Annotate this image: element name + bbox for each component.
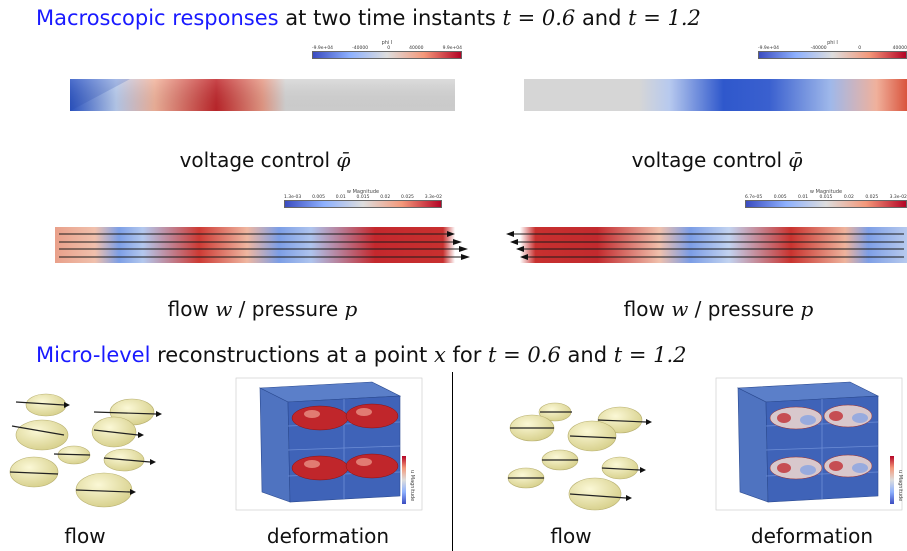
tick-label: 0.005 [312, 195, 325, 200]
flow-right-colorbar: w Magnitude 6.7e-05 0.005 0.01 0.015 0.0… [745, 189, 907, 208]
caption-text: flow [623, 297, 672, 321]
macro-heading-highlight: Macroscopic responses [36, 6, 279, 30]
flow-right-colorbar-ticks: 6.7e-05 0.005 0.01 0.015 0.02 0.025 3.3e… [745, 195, 907, 200]
micro-right-flow-svg [507, 402, 652, 511]
micro-left-deformation-caption: deformation [266, 524, 390, 548]
flow-right-caption: flow w / pressure p [596, 297, 841, 321]
tick-label: -40000 [352, 46, 369, 51]
micro-right-deformation-caption: deformation [750, 524, 874, 548]
flow-left-field-svg [55, 227, 470, 263]
voltage-right-field-svg [524, 79, 907, 111]
macro-heading-t2: t = 1.2 [628, 6, 701, 30]
flow-right-colorbar-gradient [745, 200, 907, 208]
micro-heading-highlight: Micro-level [36, 343, 151, 367]
tick-label: 0 [858, 46, 862, 51]
tick-label: -40000 [810, 46, 827, 51]
micro-right-deform-colorbar: u Magnitude [886, 456, 906, 504]
micro-heading-and: and [560, 343, 614, 367]
caption-symbol: φ̄ [788, 148, 803, 172]
micro-left-deform-colorbar-title: u Magnitude [409, 470, 415, 502]
tick-label: 0.01 [798, 195, 809, 200]
micro-left-deform-colorbar-gradient [402, 456, 406, 504]
micro-right-flow-caption: flow [550, 524, 592, 548]
caption-text: flow [167, 297, 216, 321]
tick-label: -9.9e+04 [758, 46, 780, 51]
tick-label: 0.02 [380, 195, 391, 200]
caption-text: / pressure [232, 297, 345, 321]
tick-label: 9.9e+04 [442, 46, 462, 51]
flow-left-colorbar-ticks: 1.3e-03 0.005 0.01 0.015 0.02 0.025 3.3e… [284, 195, 442, 200]
flow-left-caption: flow w / pressure p [140, 297, 385, 321]
micro-right-deformation-svg [715, 377, 903, 511]
caption-symbol: φ̄ [336, 148, 351, 172]
flow-left-field [55, 227, 470, 263]
tick-label: 0.02 [843, 195, 854, 200]
tick-label: 0.015 [356, 195, 370, 200]
caption-symbol-p: p [800, 297, 814, 321]
flow-left-colorbar-title: w Magnitude [346, 189, 380, 195]
voltage-left-colorbar: phi I -9.9e+04 -40000 0 40000 9.9e+04 [312, 40, 462, 59]
micro-left-flow-caption: flow [64, 524, 106, 548]
tick-label: 3.3e-02 [889, 195, 907, 200]
micro-left-flow-image [4, 390, 174, 515]
micro-left-deformation-svg [235, 377, 423, 511]
voltage-right-caption: voltage control φ̄ [612, 148, 822, 172]
voltage-right-field [524, 79, 907, 111]
tick-label: 0 [387, 46, 391, 51]
micro-heading-t2: t = 1.2 [613, 343, 687, 367]
caption-text: voltage control [179, 148, 337, 172]
flow-right-field [506, 227, 907, 263]
voltage-left-colorbar-ticks: -9.9e+04 -40000 0 40000 9.9e+04 [312, 46, 462, 51]
micro-left-flow-svg [9, 393, 162, 508]
tick-label: 0.025 [865, 195, 879, 200]
micro-heading-for: for [445, 343, 489, 367]
tick-label: 3.3e-02 [424, 195, 442, 200]
micro-left-deformation-image [232, 374, 430, 514]
voltage-right-colorbar: phi I -9.9e+04 -40000 0 40000 [758, 40, 907, 59]
flow-left-colorbar-gradient [284, 200, 442, 208]
tick-label: 40000 [409, 46, 424, 51]
macro-heading-t1: t = 0.6 [502, 6, 576, 30]
caption-symbol-w: w [671, 297, 689, 321]
voltage-right-colorbar-gradient [758, 51, 907, 59]
micro-right-deform-colorbar-title: u Magnitude [897, 470, 903, 502]
tick-label: 0.025 [401, 195, 414, 200]
micro-heading: Micro-level reconstructions at a point x… [36, 343, 687, 367]
tick-label: 6.7e-05 [745, 195, 763, 200]
voltage-left-field [70, 79, 455, 111]
tick-label: 0.015 [819, 195, 833, 200]
micro-heading-rest: reconstructions at a point [150, 343, 434, 367]
voltage-left-caption: voltage control φ̄ [160, 148, 370, 172]
tick-label: 0.005 [773, 195, 787, 200]
flow-right-field-svg [506, 227, 907, 263]
vertical-divider [452, 372, 453, 551]
tick-label: 40000 [892, 46, 907, 51]
caption-symbol-w: w [215, 297, 233, 321]
micro-heading-t1: t = 0.6 [488, 343, 561, 367]
tick-label: 1.3e-03 [284, 195, 302, 200]
flow-left-colorbar: w Magnitude 1.3e-03 0.005 0.01 0.015 0.0… [284, 189, 442, 208]
flow-right-arrows [514, 233, 904, 258]
caption-symbol-p: p [344, 297, 358, 321]
voltage-right-colorbar-ticks: -9.9e+04 -40000 0 40000 [758, 46, 907, 51]
macro-heading-and: and [575, 6, 629, 30]
macro-heading: Macroscopic responses at two time instan… [36, 6, 701, 30]
voltage-left-colorbar-title: phi I [381, 40, 393, 46]
micro-right-deform-colorbar-gradient [890, 456, 894, 504]
flow-right-colorbar-title: w Magnitude [809, 189, 843, 195]
flow-left-arrows [59, 233, 465, 258]
micro-right-flow-image [480, 398, 660, 518]
tick-label: -9.9e+04 [312, 46, 334, 51]
micro-heading-x: x [433, 343, 446, 367]
micro-left-deform-colorbar: u Magnitude [398, 456, 418, 504]
tick-label: 0.01 [335, 195, 346, 200]
voltage-right-colorbar-title: phi I [827, 40, 838, 46]
voltage-left-field-svg [70, 79, 455, 111]
caption-text: voltage control [631, 148, 789, 172]
caption-text: / pressure [688, 297, 801, 321]
voltage-left-colorbar-gradient [312, 51, 462, 59]
micro-right-deformation-image [712, 374, 907, 514]
macro-heading-rest: at two time instants [278, 6, 503, 30]
